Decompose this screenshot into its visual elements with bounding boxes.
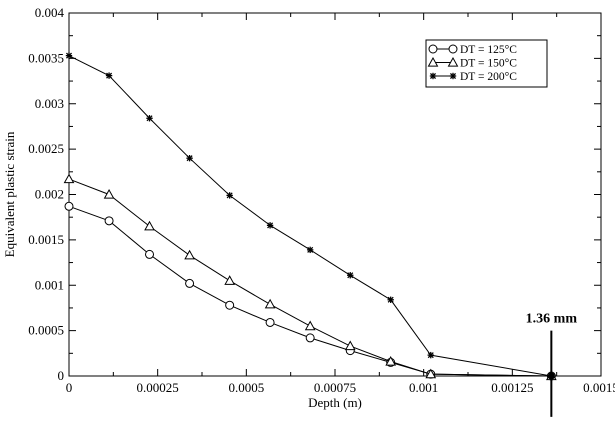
circle-marker	[185, 278, 195, 288]
legend-label: DT = 125°C	[460, 44, 517, 56]
triangle-marker	[103, 188, 115, 199]
star-stroke	[449, 72, 457, 80]
circle-marker	[305, 333, 315, 343]
star-marker	[65, 52, 73, 59]
depth-annotation-label: 1.36 mm	[526, 312, 578, 327]
y-tick-label: 0.004	[35, 5, 65, 20]
triangle-marker	[304, 320, 316, 331]
star-marker	[427, 351, 434, 359]
x-axis: 0 0.00025 0.0005 0.00075 0.001 0.00125 0.0015	[66, 13, 615, 395]
star-marker	[226, 192, 233, 199]
circle-marker	[265, 317, 275, 327]
star-stroke	[347, 272, 354, 279]
star-marker	[449, 72, 457, 80]
star-marker	[429, 72, 437, 80]
circle-marker	[64, 201, 74, 211]
x-tick-label: 0.001	[409, 380, 438, 395]
triangle-marker	[264, 298, 276, 309]
circle-marker	[448, 44, 458, 54]
star-stroke	[427, 352, 434, 359]
star-marker	[387, 296, 394, 303]
legend-entry: DT = 200°C	[429, 71, 517, 83]
y-axis: 0 0.0005 0.001 0.0015 0.002 0.0025 0.003 0.0035…	[28, 5, 601, 383]
y-tick-label: 0.002	[35, 187, 64, 202]
circle-marker	[145, 249, 155, 259]
triangle-marker	[447, 56, 459, 67]
triangle-marker	[344, 340, 356, 351]
y-axis-title: Equivalent plastic strain	[2, 131, 17, 257]
y-tick-label: 0.0025	[28, 141, 64, 156]
depth-marker-point	[547, 372, 555, 380]
star-stroke	[186, 155, 193, 162]
x-tick-label: 0.00075	[314, 380, 356, 395]
legend-entry: DT = 125°C	[428, 44, 517, 56]
star-marker	[266, 222, 274, 229]
legend-label: DT = 150°C	[460, 58, 517, 70]
x-axis-title: Depth (m)	[308, 395, 362, 410]
star-marker	[186, 155, 193, 162]
y-tick-label: 0.001	[35, 277, 64, 292]
x-tick-label: 0	[66, 380, 73, 395]
triangle-marker	[63, 173, 75, 184]
star-stroke	[429, 72, 437, 80]
x-tick-label: 0.00125	[491, 380, 533, 395]
y-tick-label: 0	[58, 368, 65, 383]
legend: DT = 125°C DT = 150°CDT = 200°C	[425, 39, 548, 88]
series-star	[65, 52, 555, 380]
star-stroke	[226, 192, 233, 199]
triangle-marker	[184, 249, 195, 260]
y-tick-label: 0.003	[35, 96, 64, 111]
circle-marker	[428, 44, 438, 54]
star-marker	[347, 272, 354, 279]
star-stroke	[106, 72, 113, 79]
legend-box	[425, 39, 548, 88]
triangle-marker	[224, 275, 236, 285]
star-marker	[105, 72, 113, 79]
legend-entry: DT = 150°C	[427, 56, 517, 70]
x-tick-label: 0.0005	[228, 380, 264, 395]
star-stroke	[387, 296, 394, 303]
circle-marker	[104, 216, 114, 226]
star-marker	[146, 115, 153, 122]
x-tick-label: 0.00025	[137, 380, 179, 395]
triangle-marker	[144, 220, 155, 231]
circle-marker	[225, 300, 235, 310]
star-stroke	[307, 246, 314, 253]
x-tick-label: 0.0015	[583, 380, 615, 395]
star-stroke	[146, 115, 153, 122]
triangle-marker	[385, 355, 397, 366]
annotation-layer: 1.36 mm	[526, 312, 578, 417]
star-marker	[306, 246, 314, 254]
y-tick-label: 0.0005	[28, 323, 64, 338]
triangle-marker	[427, 56, 439, 67]
y-tick-label: 0.0035	[28, 50, 64, 65]
triangle-marker	[425, 368, 437, 379]
y-tick-label: 0.0015	[28, 232, 64, 247]
star-stroke	[267, 222, 274, 229]
star-stroke	[65, 52, 73, 59]
legend-label: DT = 200°C	[460, 71, 517, 83]
legend-entries: DT = 125°C DT = 150°CDT = 200°C	[427, 44, 517, 83]
